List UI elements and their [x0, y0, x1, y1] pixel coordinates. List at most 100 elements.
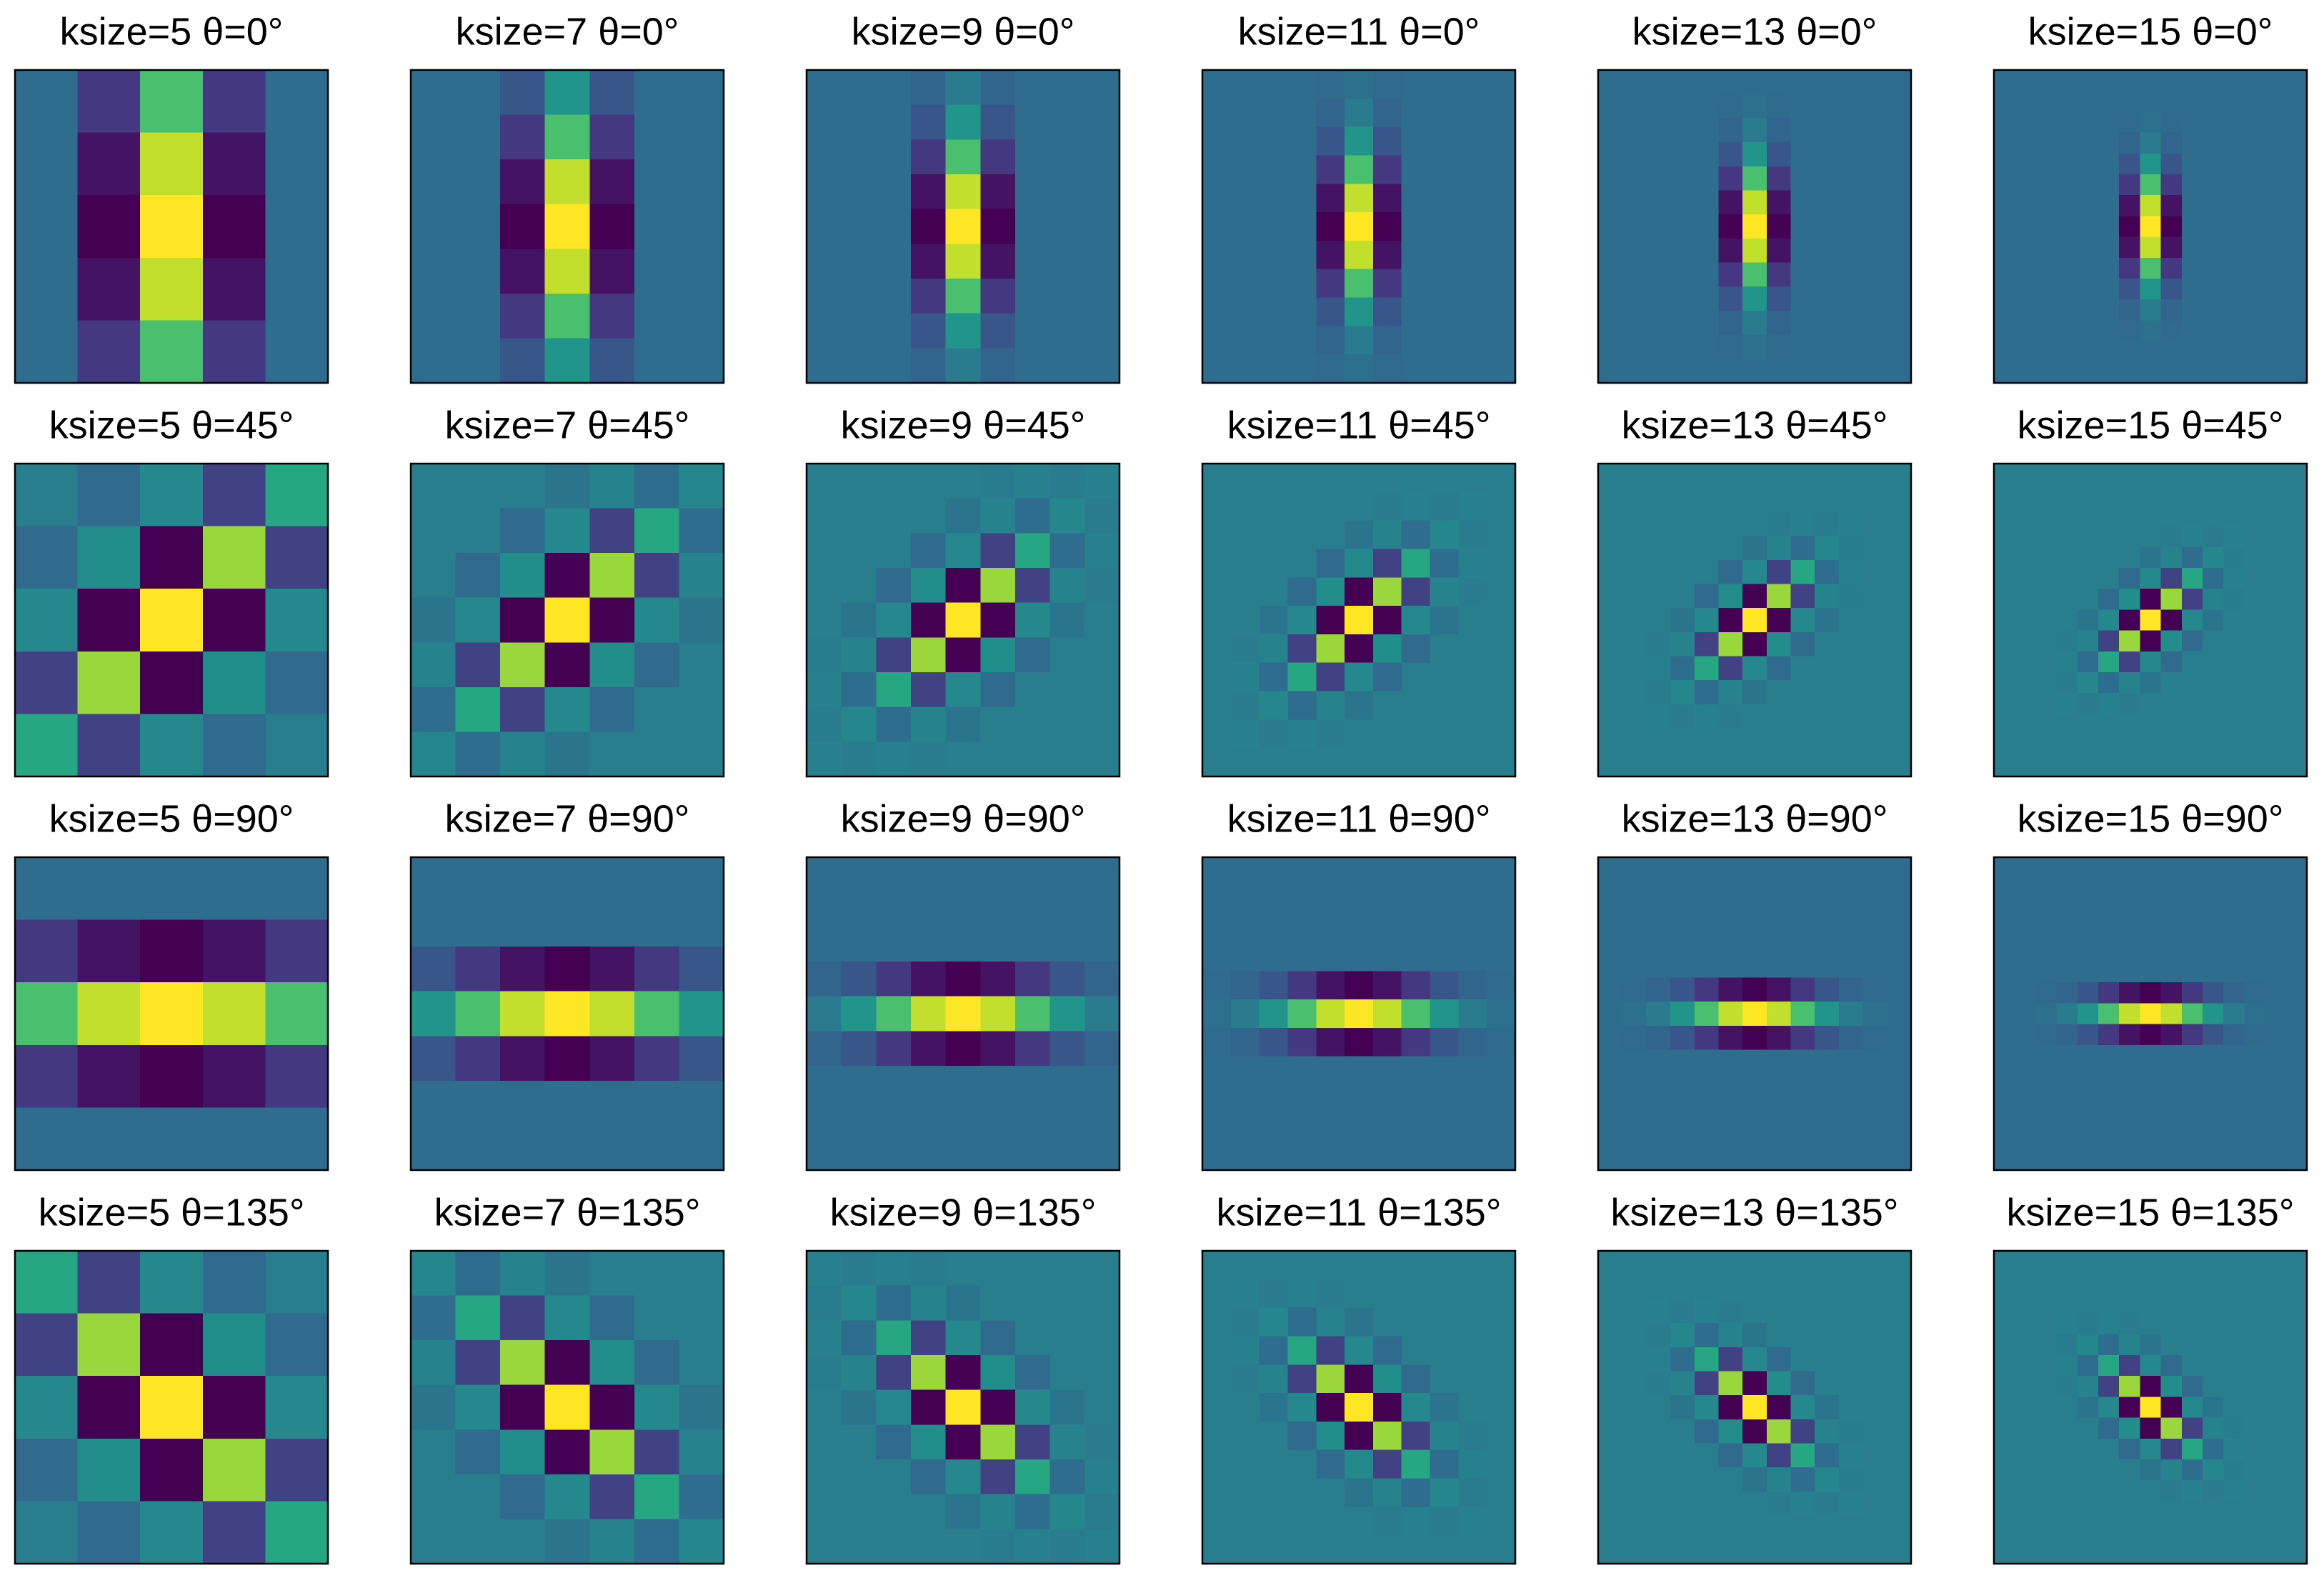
heatmap-cell	[2035, 1313, 2058, 1335]
heatmap-cell	[1345, 326, 1374, 355]
heatmap-cell	[2056, 878, 2078, 899]
heatmap-cell	[2035, 1003, 2058, 1025]
heatmap-cell	[2223, 257, 2245, 279]
heatmap-cell	[1430, 857, 1459, 887]
heatmap-cell	[980, 1251, 1016, 1287]
heatmap-cell	[945, 313, 981, 349]
heatmap-cell	[1202, 1421, 1232, 1451]
heatmap-cell	[2223, 1480, 2245, 1502]
heatmap-cell	[2160, 1149, 2183, 1171]
heatmap-cell	[1887, 94, 1912, 119]
panel-title: ksize=13 θ=45°	[1622, 404, 1888, 446]
heatmap-cell	[2265, 919, 2287, 942]
heatmap-cell	[1458, 70, 1487, 99]
heatmap-cell	[411, 947, 457, 992]
heatmap-cell	[1622, 286, 1647, 311]
heatmap-cell	[1372, 155, 1402, 184]
heatmap-cell	[1790, 1274, 1815, 1299]
heatmap-cell	[1694, 1419, 1720, 1444]
heatmap-cell	[1622, 1347, 1647, 1372]
heatmap-cell	[2244, 257, 2266, 279]
heatmap-cell	[1790, 584, 1815, 609]
heatmap-cell	[2223, 526, 2245, 548]
heatmap-cell	[1646, 1491, 1671, 1517]
heatmap-cell	[2203, 279, 2224, 300]
heatmap-cell	[1815, 359, 1840, 384]
heatmap-cell	[1372, 719, 1402, 749]
heatmap-cell	[1487, 719, 1516, 749]
heatmap-cell	[1838, 752, 1864, 777]
heatmap-cell	[1766, 1347, 1792, 1372]
heatmap-cell	[2119, 1397, 2140, 1419]
heatmap-cell	[1259, 1056, 1289, 1086]
heatmap: ksize=9 θ=135°	[805, 1191, 1121, 1565]
heatmap-cell	[1994, 1397, 2015, 1419]
heatmap-cell	[500, 293, 546, 339]
heatmap-cell	[202, 1313, 266, 1377]
heatmap-cell	[2119, 1107, 2140, 1129]
heatmap-cell	[2077, 1024, 2099, 1046]
heatmap-cell	[1622, 1323, 1647, 1348]
heatmap-cell	[2223, 734, 2245, 756]
heatmap-cell	[841, 1424, 877, 1460]
heatmap-cell	[2098, 589, 2120, 610]
heatmap-cell	[1015, 927, 1051, 962]
heatmap-cell	[1049, 244, 1085, 279]
heatmap-cell	[2015, 589, 2036, 610]
heatmap-cell	[1994, 1313, 2015, 1335]
heatmap-cell	[1766, 334, 1792, 359]
heatmap-cell	[2285, 1313, 2308, 1335]
heatmap-cell	[1646, 1097, 1671, 1123]
heatmap-cell	[1838, 1251, 1864, 1276]
heatmap-cell	[1994, 153, 2015, 175]
heatmap-cell	[2015, 1397, 2036, 1419]
heatmap-cell	[1458, 98, 1487, 128]
heatmap-cell	[2265, 1397, 2287, 1419]
heatmap-cell	[1015, 1494, 1051, 1529]
heatmap-cell	[1766, 464, 1792, 489]
heatmap-cell	[1345, 634, 1374, 664]
heatmap-cell	[1790, 262, 1815, 287]
heatmap-cell	[1742, 1347, 1767, 1372]
heatmap-cell	[1694, 728, 1720, 753]
heatmap-cell	[2203, 484, 2224, 506]
heatmap-cell	[2056, 1066, 2078, 1087]
heatmap-cell	[2035, 693, 2058, 714]
heatmap-cell	[980, 1031, 1016, 1067]
heatmap-cell	[2098, 651, 2120, 673]
heatmap-cell	[2203, 693, 2224, 714]
heatmap-cell	[2181, 1251, 2203, 1272]
heatmap-cell	[2077, 299, 2099, 321]
heatmap-cell	[1646, 310, 1671, 336]
heatmap-cell	[2265, 70, 2287, 91]
heatmap-cell	[1622, 728, 1647, 753]
heatmap-cell	[2119, 734, 2140, 756]
heatmap-cell	[265, 589, 329, 652]
heatmap-cell	[2119, 341, 2140, 363]
heatmap-cell	[1372, 1056, 1402, 1086]
heatmap-cell	[2265, 1087, 2287, 1108]
heatmap-cell	[202, 70, 266, 134]
heatmap-cell	[2119, 1480, 2140, 1502]
heatmap-cell	[1430, 999, 1459, 1029]
heatmap-cell	[1994, 1044, 2015, 1067]
heatmap-cell	[1646, 1122, 1671, 1147]
heatmap-cell	[1815, 881, 1840, 906]
heatmap-cell	[911, 996, 947, 1032]
panel-title: ksize=11 θ=45°	[1227, 404, 1491, 446]
heatmap-cell	[500, 1036, 546, 1082]
heatmap-cell	[140, 526, 204, 589]
heatmap-cell	[2181, 589, 2203, 610]
heatmap-cell	[1670, 310, 1695, 336]
heatmap-cell	[1598, 310, 1623, 336]
heatmap-cell	[2285, 1334, 2308, 1356]
heatmap-cell	[2160, 630, 2183, 652]
heatmap-cell	[1790, 631, 1815, 657]
heatmap-cell	[1345, 1056, 1374, 1086]
heatmap-cell	[807, 174, 842, 210]
heatmap-cell	[1622, 752, 1647, 777]
heatmap-cell	[2265, 1459, 2287, 1481]
heatmap-cell	[1487, 999, 1516, 1029]
heatmap-cell	[1430, 1113, 1459, 1142]
heatmap-cell	[634, 293, 680, 339]
